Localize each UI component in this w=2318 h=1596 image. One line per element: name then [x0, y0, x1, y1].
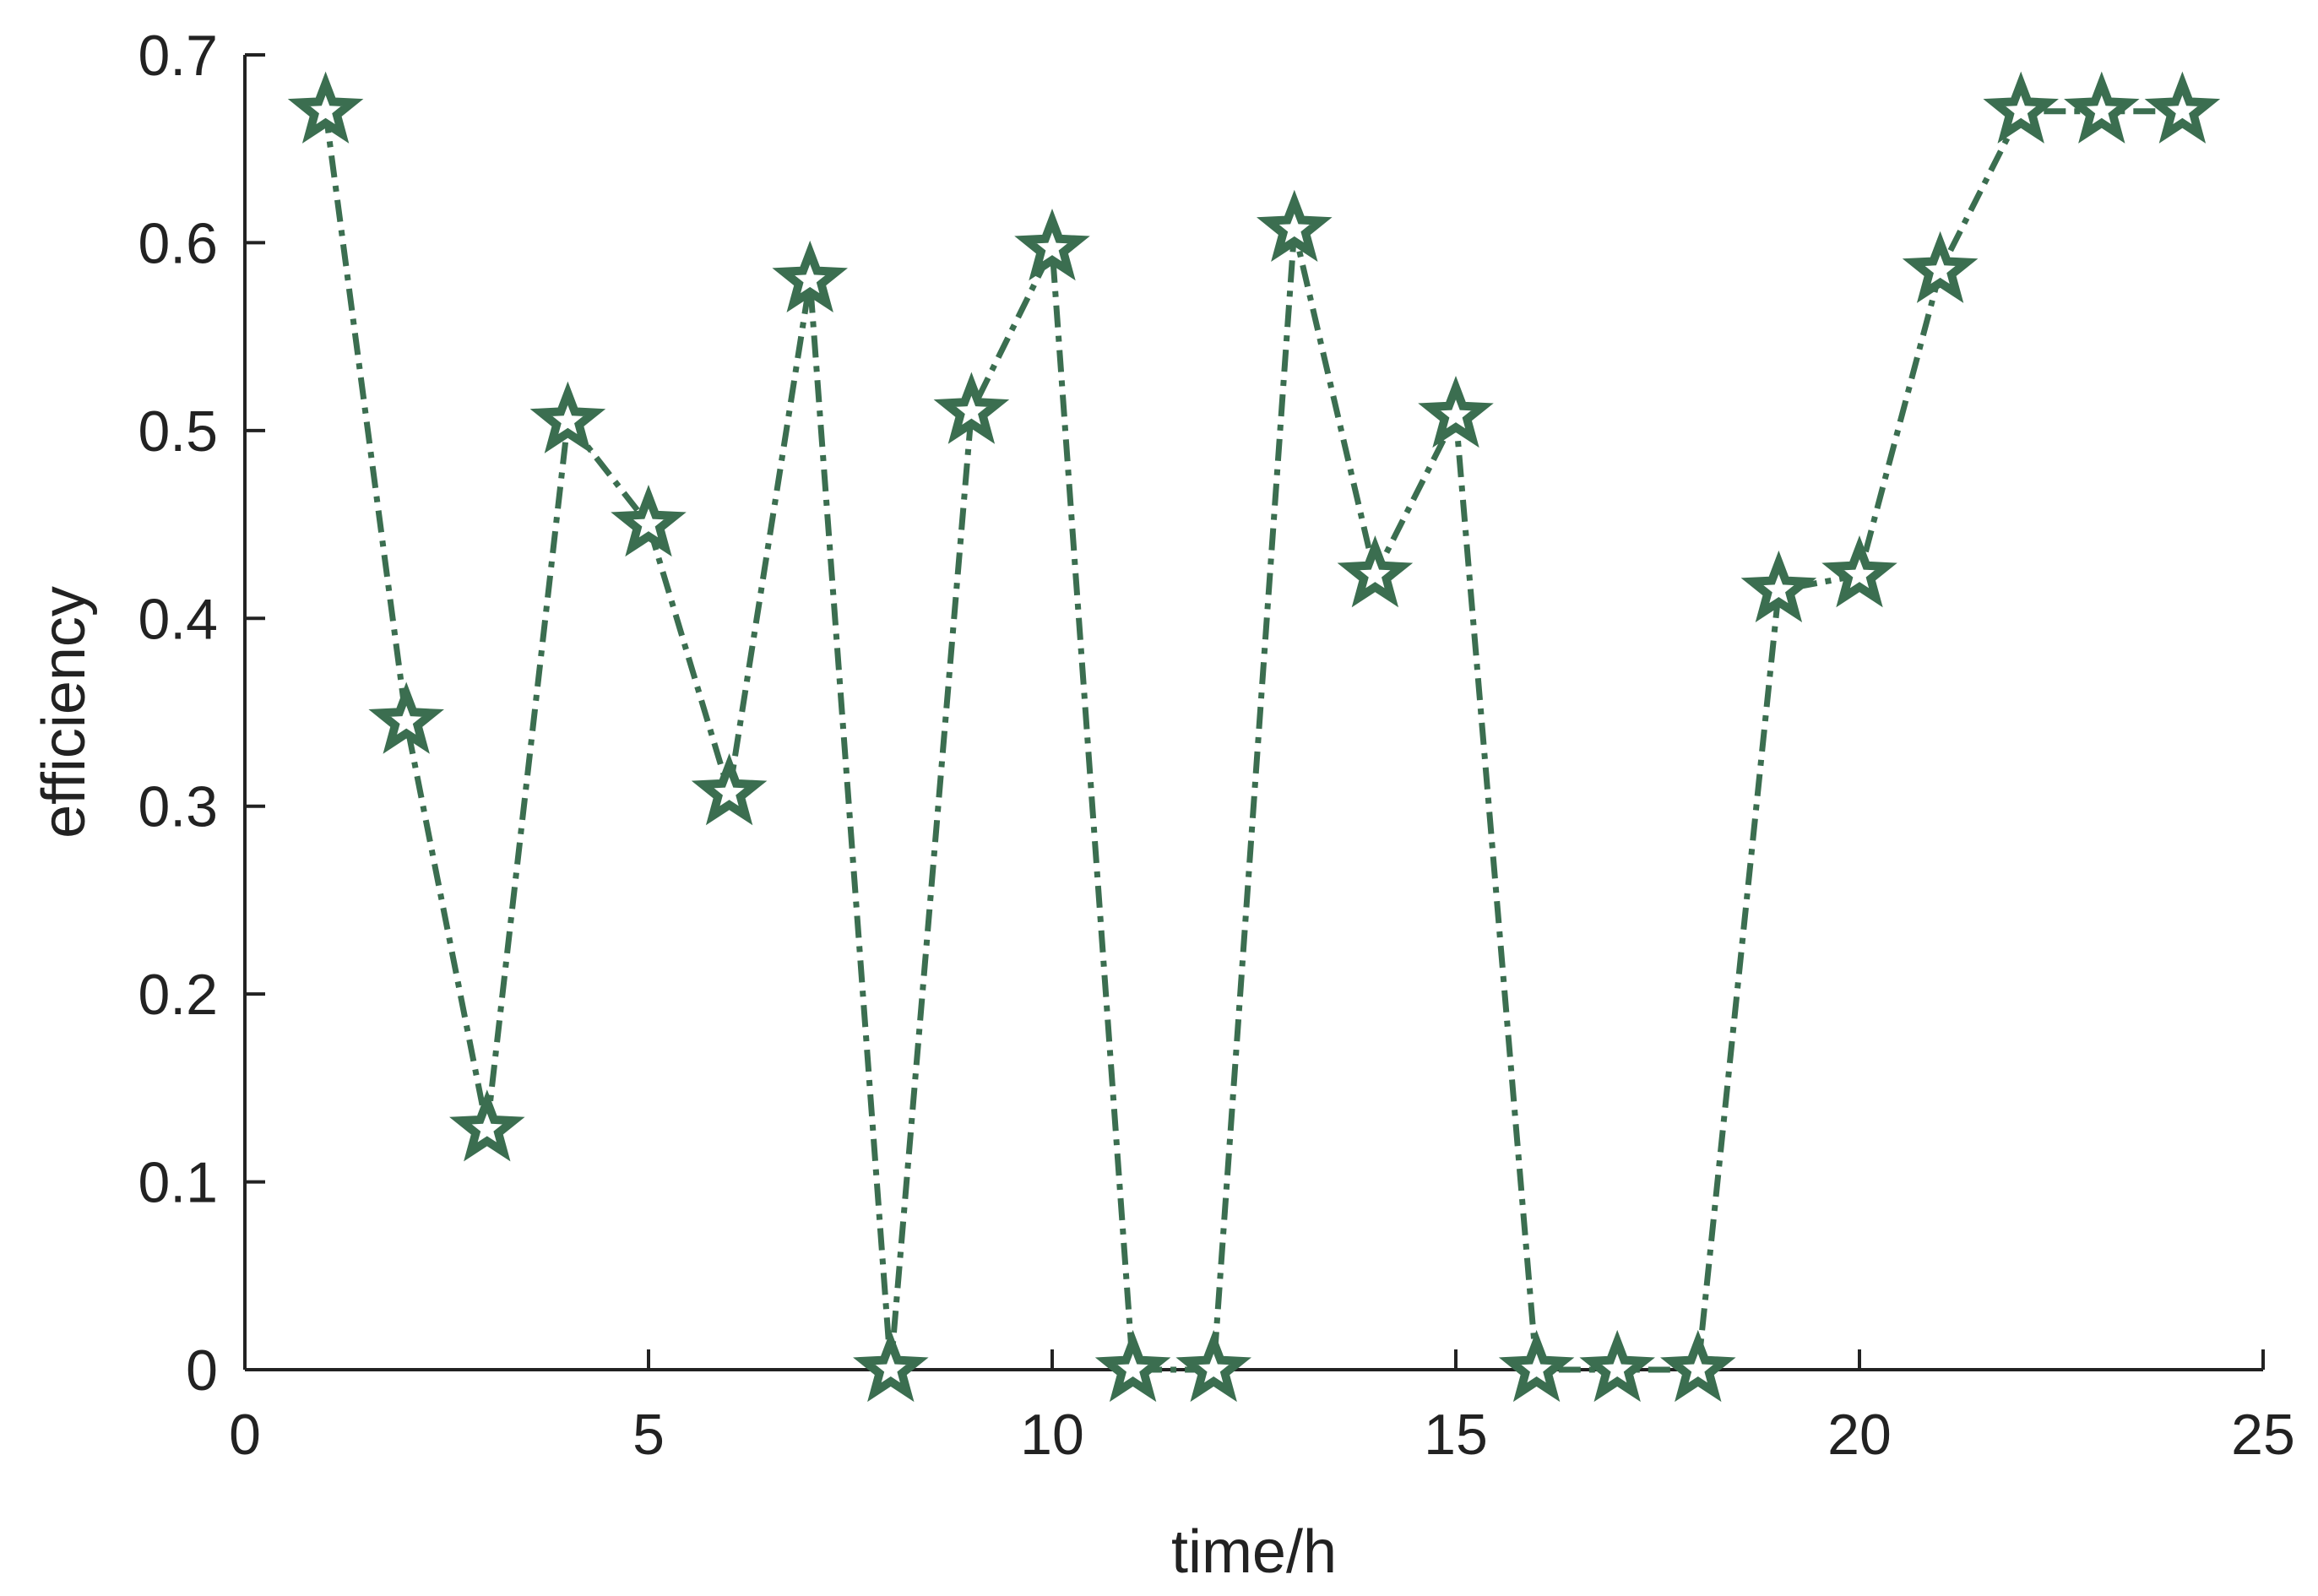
- data-point-star: [1418, 375, 1494, 448]
- data-point-star: [1014, 209, 1090, 281]
- x-tick-label: 20: [1827, 1403, 1892, 1467]
- y-tick-label: 0.6: [138, 211, 218, 275]
- data-point-star: [853, 1329, 929, 1403]
- y-tick-label: 0.4: [138, 587, 218, 651]
- x-tick-label: 15: [1424, 1403, 1488, 1467]
- y-ticks: 0 0.1 0.2 0.3 0.4 0.5 0.6 0.7: [138, 24, 265, 1403]
- x-tick-label: 25: [2231, 1403, 2295, 1467]
- x-ticks: 0 5 10 15 20 25: [229, 1349, 2295, 1467]
- data-point-star: [772, 240, 848, 313]
- y-tick-label: 0.3: [138, 775, 218, 839]
- data-point-star: [1094, 1329, 1171, 1403]
- x-tick-label: 5: [632, 1403, 665, 1467]
- x-tick-label: 10: [1020, 1403, 1084, 1467]
- data-point-star: [1660, 1329, 1736, 1403]
- y-tick-label: 0.1: [138, 1151, 218, 1215]
- data-point-star: [529, 381, 606, 453]
- data-point-star: [1498, 1329, 1575, 1403]
- data-point-star: [691, 753, 768, 826]
- y-tick-label: 0.7: [138, 24, 218, 88]
- data-point-star: [2064, 71, 2140, 144]
- y-tick-label: 0.5: [138, 399, 218, 464]
- data-point-star: [1740, 550, 1817, 623]
- data-point-star: [1175, 1329, 1251, 1403]
- data-point-star: [1579, 1329, 1655, 1403]
- data-point-star: [1821, 535, 1897, 608]
- series-line: [323, 108, 2183, 1373]
- data-point-star: [449, 1089, 525, 1162]
- series: [323, 108, 2183, 1373]
- y-tick-label: 0: [186, 1338, 218, 1403]
- axes: [243, 55, 2263, 1371]
- markers: [287, 71, 2221, 1403]
- data-point-star: [1983, 71, 2059, 144]
- data-point-star: [933, 372, 1010, 444]
- data-point-star: [287, 71, 364, 144]
- data-point-star: [1257, 189, 1333, 262]
- y-tick-label: 0.2: [138, 963, 218, 1027]
- data-point-star: [368, 681, 444, 754]
- data-point-star: [1902, 231, 1979, 303]
- data-point-star: [2144, 71, 2221, 144]
- data-point-star: [611, 484, 687, 557]
- y-axis-title: efficiency: [30, 586, 98, 839]
- x-axis-title: time/h: [1171, 1518, 1337, 1586]
- data-point-star: [1337, 535, 1414, 608]
- x-tick-label: 0: [229, 1403, 261, 1467]
